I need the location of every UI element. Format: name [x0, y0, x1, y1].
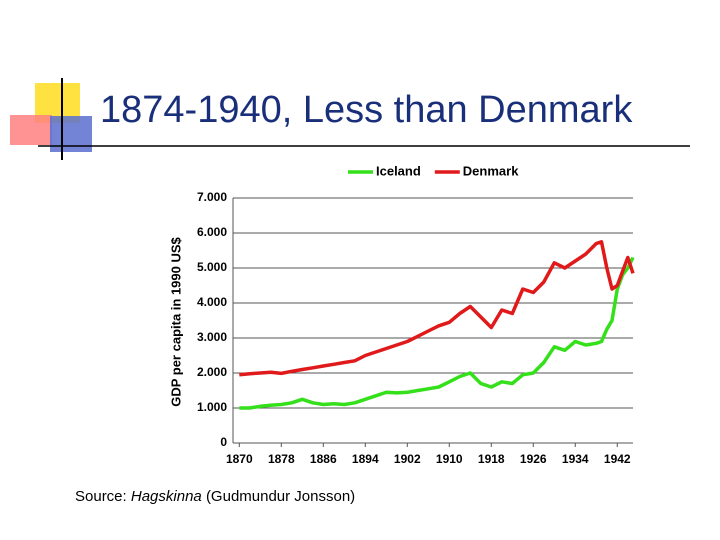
x-tick-label: 1902	[394, 452, 421, 466]
slide-title: 1874-1940, Less than Denmark	[100, 89, 633, 131]
y-tick-label: 6.000	[197, 225, 227, 239]
y-tick-label: 1.000	[197, 400, 227, 414]
y-tick-label: 7.000	[197, 190, 227, 204]
legend-label: Iceland	[376, 163, 421, 178]
x-tick-label: 1910	[436, 452, 463, 466]
x-tick-label: 1918	[478, 452, 505, 466]
source-author: (Gudmundur Jonsson)	[205, 488, 356, 505]
y-tick-label: 3.000	[197, 330, 227, 344]
x-tick-label: 1870	[226, 452, 253, 466]
y-tick-label: 5.000	[197, 260, 227, 274]
series-line	[239, 240, 635, 377]
x-tick-label: 1942	[604, 452, 631, 466]
x-tick-label: 1878	[268, 452, 295, 466]
y-tick-label: 0	[220, 435, 227, 449]
legend-label: Denmark	[463, 163, 519, 178]
x-tick-label: 1926	[520, 452, 547, 466]
series-line	[239, 256, 635, 410]
source-prefix: Source:	[75, 488, 127, 505]
source: Source: Hagskinna (Gudmundur Jonsson)	[75, 488, 355, 505]
y-tick-label: 4.000	[197, 295, 227, 309]
y-tick-label: 2.000	[197, 365, 227, 379]
deco-red	[10, 115, 52, 145]
source-work: Hagskinna	[130, 488, 202, 505]
x-tick-label: 1894	[352, 452, 379, 466]
x-tick-label: 1934	[562, 452, 589, 466]
y-axis-label: GDP per capita in 1990 US$	[168, 236, 183, 406]
x-tick-label: 1886	[310, 452, 337, 466]
